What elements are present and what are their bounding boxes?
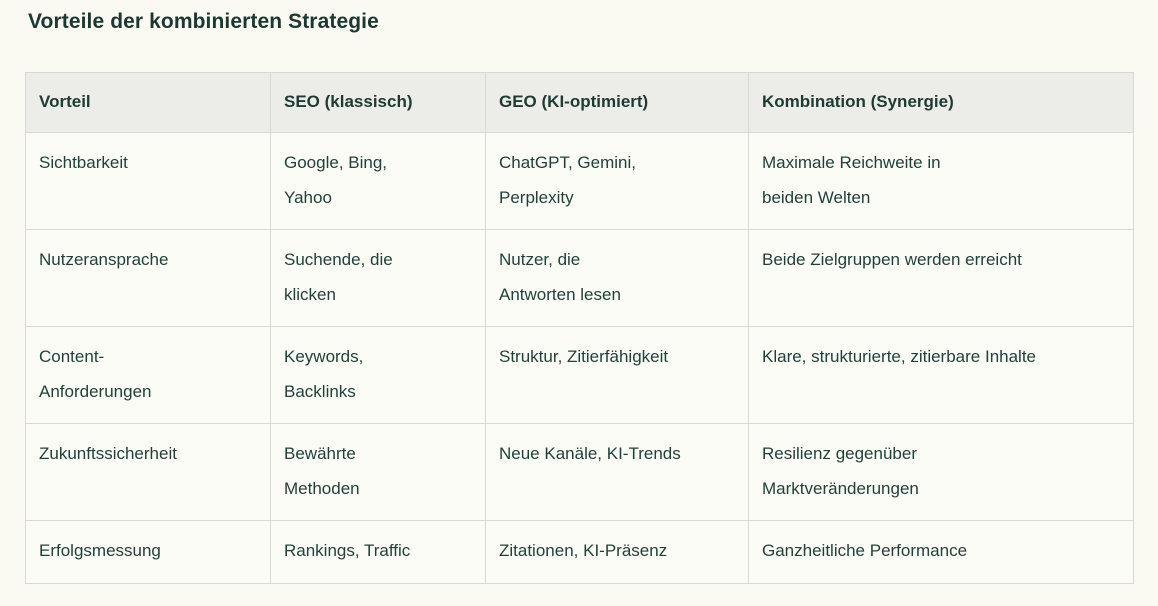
comparison-table: Vorteil SEO (klassisch) GEO (KI-optimier… <box>25 72 1134 584</box>
table-cell: Resilienz gegenüber Marktveränderungen <box>748 423 1134 521</box>
table-row: Nutzeransprache Suchende, die klicken Nu… <box>25 229 1134 327</box>
table-cell: Rankings, Traffic <box>270 520 486 584</box>
table-row: Sichtbarkeit Google, Bing, Yahoo ChatGPT… <box>25 132 1134 230</box>
table-cell: Suchende, die klicken <box>270 229 486 327</box>
table-cell: Klare, strukturierte, zitierbare Inhalte <box>748 326 1134 424</box>
table-cell: Neue Kanäle, KI-Trends <box>485 423 749 521</box>
table-cell: ChatGPT, Gemini, Perplexity <box>485 132 749 230</box>
column-header-vorteil: Vorteil <box>25 72 271 133</box>
table-row: Zukunftssicherheit Bewährte Methoden Neu… <box>25 423 1134 521</box>
table-cell: Struktur, Zitierfähigkeit <box>485 326 749 424</box>
table-cell: Beide Zielgruppen werden erreicht <box>748 229 1134 327</box>
table-cell: Bewährte Methoden <box>270 423 486 521</box>
table-cell: Keywords, Backlinks <box>270 326 486 424</box>
table-cell: Google, Bing, Yahoo <box>270 132 486 230</box>
table-cell: Zukunftssicherheit <box>25 423 271 521</box>
table-cell: Nutzeransprache <box>25 229 271 327</box>
table-cell: Maximale Reichweite in beiden Welten <box>748 132 1134 230</box>
column-header-geo: GEO (KI-optimiert) <box>485 72 749 133</box>
table-cell: Ganzheitliche Performance <box>748 520 1134 584</box>
table-cell: Erfolgsmessung <box>25 520 271 584</box>
table-cell: Content- Anforderungen <box>25 326 271 424</box>
table-cell: Nutzer, die Antworten lesen <box>485 229 749 327</box>
table-cell: Zitationen, KI-Präsenz <box>485 520 749 584</box>
table-cell: Sichtbarkeit <box>25 132 271 230</box>
column-header-kombination: Kombination (Synergie) <box>748 72 1134 133</box>
table-header-row: Vorteil SEO (klassisch) GEO (KI-optimier… <box>25 72 1134 133</box>
page-title: Vorteile der kombinierten Strategie <box>28 10 379 33</box>
table-row: Content- Anforderungen Keywords, Backlin… <box>25 326 1134 424</box>
column-header-seo: SEO (klassisch) <box>270 72 486 133</box>
table-row: Erfolgsmessung Rankings, Traffic Zitatio… <box>25 520 1134 584</box>
